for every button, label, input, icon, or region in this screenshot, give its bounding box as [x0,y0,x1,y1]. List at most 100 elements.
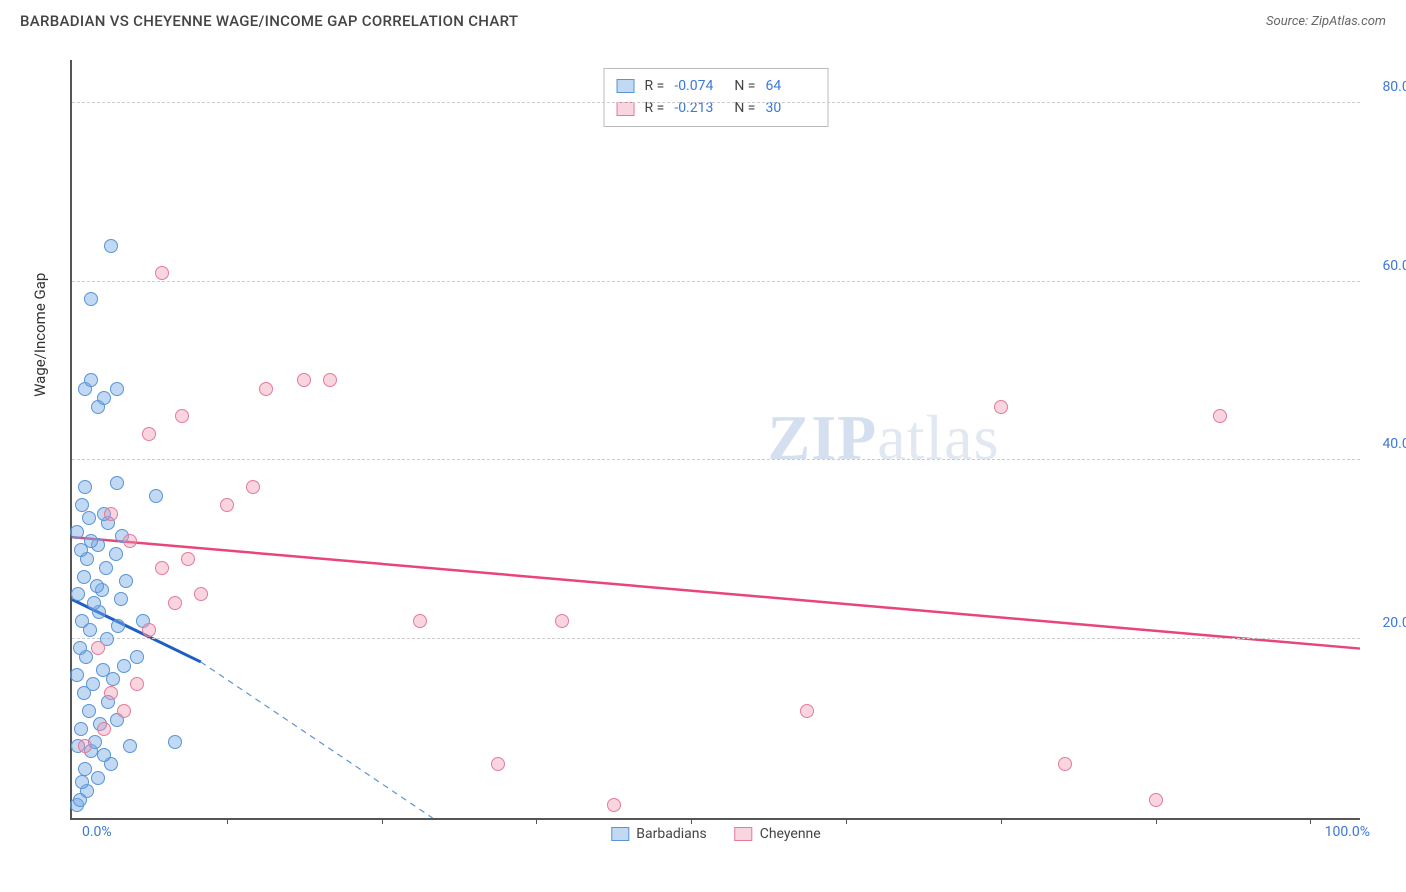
y-tick-label: 60.0% [1365,258,1406,274]
data-point [114,592,128,606]
x-tick [691,818,692,824]
data-point [194,587,208,601]
data-point [491,757,505,771]
data-point [82,511,96,525]
data-point [168,735,182,749]
data-point [119,574,133,588]
data-point [555,614,569,628]
data-point [297,373,311,387]
data-point [84,292,98,306]
data-point [181,552,195,566]
legend-label: Barbadians [636,826,706,842]
data-point [91,641,105,655]
y-tick-label: 20.0% [1365,615,1406,631]
data-point [155,266,169,280]
source-attribution: Source: ZipAtlas.com [1266,14,1386,29]
data-point [994,400,1008,414]
y-tick-label: 80.0% [1365,79,1406,95]
data-point [220,498,234,512]
data-point [78,762,92,776]
y-axis-label: Wage/Income Gap [31,273,49,397]
gridline [72,102,1360,103]
legend-swatch [611,827,629,841]
data-point [84,373,98,387]
data-point [87,596,101,610]
y-tick-label: 40.0% [1365,436,1406,452]
data-point [175,409,189,423]
data-point [111,619,125,633]
data-point [259,382,273,396]
gridline [72,638,1360,639]
data-point [75,614,89,628]
data-point [1058,757,1072,771]
data-point [71,587,85,601]
chart-title: BARBADIAN VS CHEYENNE WAGE/INCOME GAP CO… [20,12,518,30]
data-point [70,668,84,682]
chart-container: Wage/Income Gap ZIPatlas R =-0.074N =64R… [50,55,1380,845]
data-point [78,739,92,753]
data-point [142,623,156,637]
data-point [104,239,118,253]
legend-item: Cheyenne [735,826,821,842]
data-point [77,570,91,584]
data-point [109,547,123,561]
legend-label: Cheyenne [760,826,821,842]
series-legend: Barbadians Cheyenne [611,826,820,842]
data-point [74,722,88,736]
trend-lines [72,60,1360,818]
x-tick [846,818,847,824]
data-point [97,748,111,762]
data-point [246,480,260,494]
data-point [130,677,144,691]
x-tick [1156,818,1157,824]
data-point [110,382,124,396]
data-point [123,739,137,753]
data-point [73,641,87,655]
data-point [323,373,337,387]
data-point [99,561,113,575]
x-axis-max: 100.0% [1325,824,1370,840]
gridline [72,459,1360,460]
data-point [1149,793,1163,807]
data-point [123,534,137,548]
legend-item: Barbadians [611,826,706,842]
plot-area: ZIPatlas R =-0.074N =64R = -0.213N =30 B… [70,60,1360,820]
data-point [104,686,118,700]
data-point [117,659,131,673]
data-point [97,722,111,736]
stats-row: R = -0.074 N = 64 [617,75,816,97]
data-point [78,480,92,494]
n-value: 64 [765,75,815,97]
data-point [96,663,110,677]
data-point [97,391,111,405]
x-tick [382,818,383,824]
data-point [117,704,131,718]
r-value: -0.074 [674,75,724,97]
data-point [155,561,169,575]
data-point [91,771,105,785]
x-tick [227,818,228,824]
data-point [84,534,98,548]
r-label: R = [645,75,665,97]
stats-legend: R =-0.074N =64R = -0.213N =30 [604,68,829,127]
data-point [86,677,100,691]
data-point [142,427,156,441]
data-point [110,476,124,490]
data-point [104,507,118,521]
n-label: N = [734,75,755,97]
x-axis-min: 0.0% [82,824,112,840]
data-point [75,775,89,789]
x-tick [1001,818,1002,824]
data-point [130,650,144,664]
legend-swatch [735,827,753,841]
data-point [800,704,814,718]
data-point [90,579,104,593]
data-point [70,525,84,539]
data-point [607,798,621,812]
data-point [75,498,89,512]
data-point [413,614,427,628]
watermark: ZIPatlas [768,401,1000,475]
x-tick [1310,818,1311,824]
data-point [168,596,182,610]
legend-swatch [617,79,635,93]
